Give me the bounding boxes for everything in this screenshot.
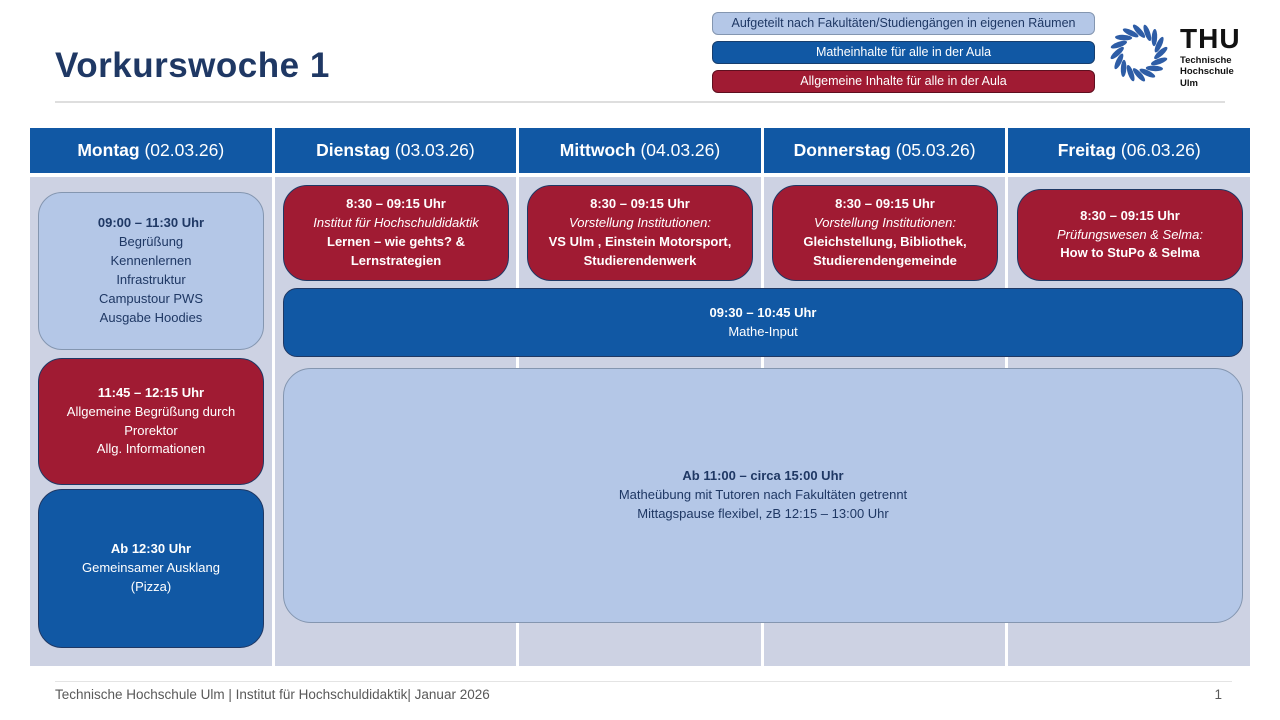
event-wednesday-session: 8:30 – 09:15 Uhr Vorstellung Institution… (527, 185, 753, 281)
title-divider (55, 101, 1225, 103)
legend-faculty-rooms: Aufgeteilt nach Fakultäten/Studiengängen… (712, 12, 1095, 35)
event-friday-session: 8:30 – 09:15 Uhr Prüfungswesen & Selma: … (1017, 189, 1243, 281)
footer-divider (55, 681, 1232, 682)
event-thursday-session: 8:30 – 09:15 Uhr Vorstellung Institution… (772, 185, 998, 281)
schedule-header-row: Montag (02.03.26) Dienstag (03.03.26) Mi… (30, 128, 1250, 173)
event-tuesday-session: 8:30 – 09:15 Uhr Institut für Hochschuld… (283, 185, 509, 281)
event-monday-welcome: 09:00 – 11:30 Uhr Begrüßung Kennenlernen… (38, 192, 264, 350)
day-header-montag: Montag (02.03.26) (30, 128, 272, 173)
legend-general-aula: Allgemeine Inhalte für alle in der Aula (712, 70, 1095, 93)
thu-acronym: THU (1180, 23, 1241, 54)
page-title: Vorkurswoche 1 (55, 46, 330, 85)
day-header-freitag: Freitag (06.03.26) (1008, 128, 1250, 173)
event-mathe-input: 09:30 – 10:45 Uhr Mathe-Input (283, 288, 1243, 357)
day-header-mittwoch: Mittwoch (04.03.26) (519, 128, 761, 173)
thu-swirl-icon (1108, 22, 1170, 84)
footer-text: Technische Hochschule Ulm | Institut für… (55, 687, 490, 702)
event-mathe-uebung: Ab 11:00 – circa 15:00 Uhr Matheübung mi… (283, 368, 1243, 623)
thu-logo: THU Technische Hochschule Ulm (1106, 18, 1241, 89)
event-monday-prorektor: 11:45 – 12:15 Uhr Allgemeine Begrüßung d… (38, 358, 264, 485)
legend: Aufgeteilt nach Fakultäten/Studiengängen… (712, 12, 1095, 99)
schedule-body: 09:00 – 11:30 Uhr Begrüßung Kennenlernen… (30, 177, 1250, 666)
thu-logo-text: THU Technische Hochschule Ulm (1180, 23, 1241, 89)
day-header-dienstag: Dienstag (03.03.26) (274, 128, 517, 173)
page-number: 1 (1214, 687, 1222, 702)
legend-math-aula: Matheinhalte für alle in der Aula (712, 41, 1095, 64)
thu-name: Technische Hochschule Ulm (1180, 55, 1234, 89)
event-monday-ausklang: Ab 12:30 Uhr Gemeinsamer Ausklang (Pizza… (38, 489, 264, 648)
day-header-donnerstag: Donnerstag (05.03.26) (763, 128, 1006, 173)
